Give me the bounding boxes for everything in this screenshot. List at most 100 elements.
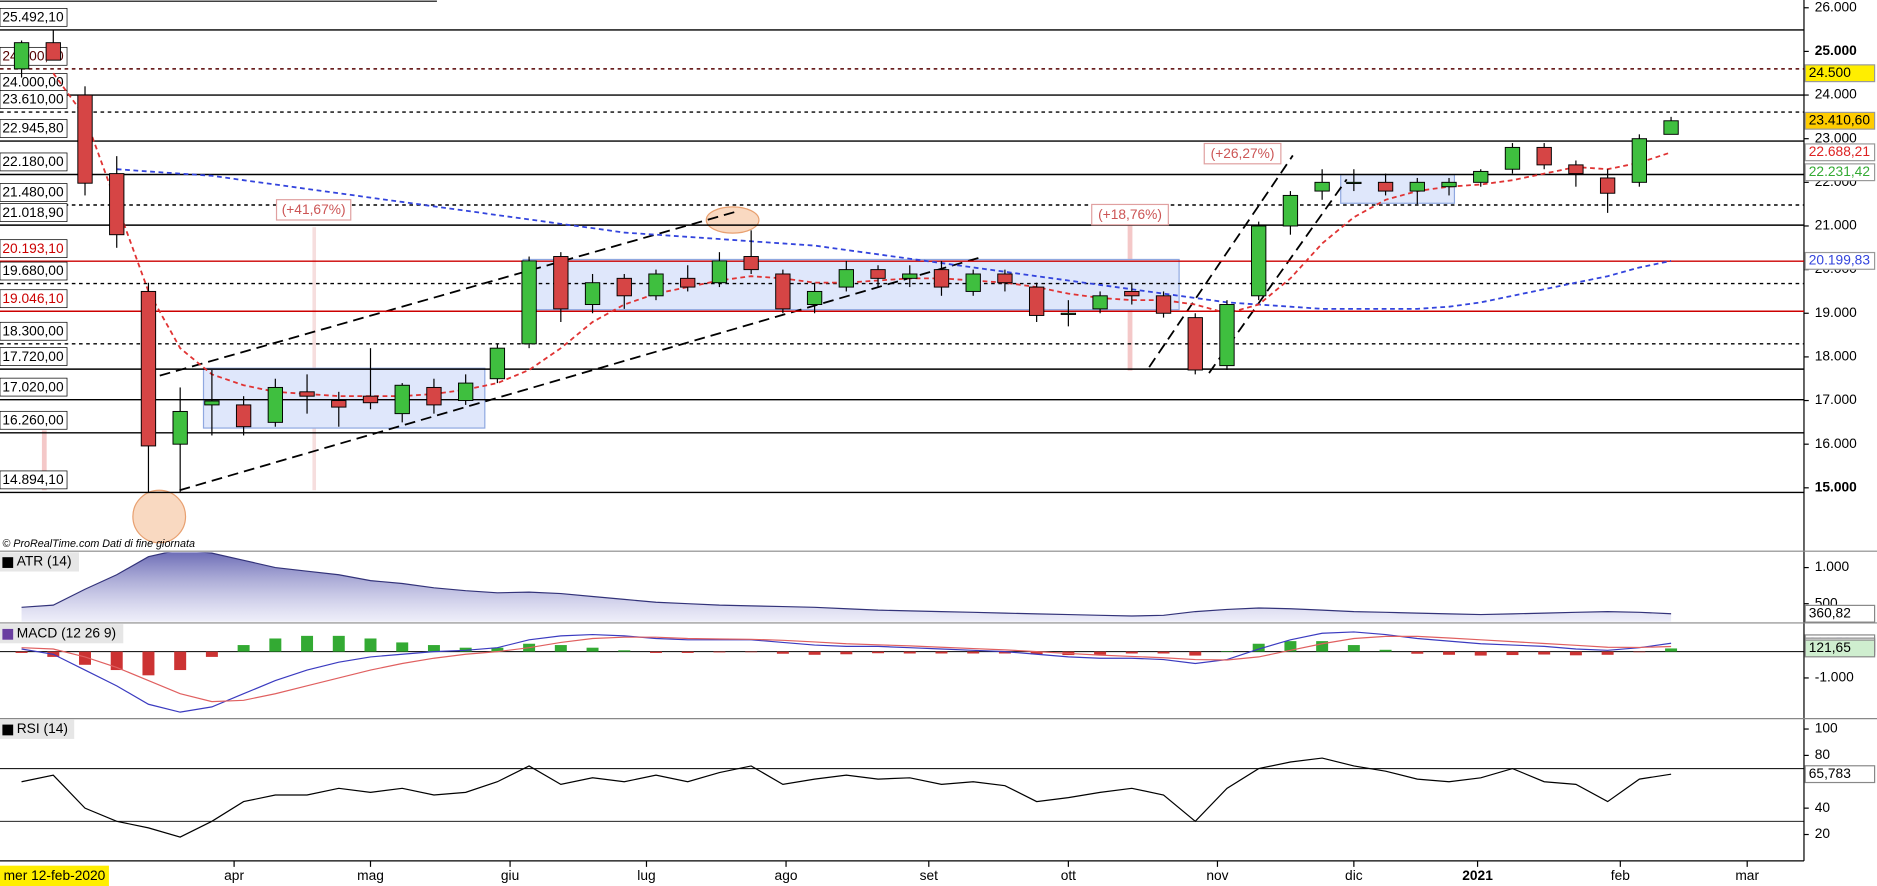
candle-body xyxy=(109,173,125,236)
candle-body xyxy=(933,269,950,288)
y-tick-label: 15.000 xyxy=(1815,479,1857,494)
level-label: 21.480,00 xyxy=(2,185,64,200)
panel-title-box xyxy=(0,624,124,644)
candle-body xyxy=(1028,286,1045,316)
price-tag xyxy=(1804,111,1876,130)
highlight-band xyxy=(312,227,317,491)
histogram-bar xyxy=(459,647,472,652)
level-label: 14.894,10 xyxy=(2,472,64,487)
price-tag-label: 22.688,21 xyxy=(1809,144,1870,159)
histogram-bar xyxy=(205,651,218,657)
candle-body xyxy=(1219,304,1235,367)
histogram-bar xyxy=(903,651,916,654)
y-tick-label: 24.000 xyxy=(1815,87,1857,102)
histogram-bar xyxy=(269,638,282,652)
clip-group xyxy=(116,168,1672,310)
panel-title: RSI (14) xyxy=(17,721,68,736)
value-tag xyxy=(1804,639,1876,658)
y-tick-label: 23.000 xyxy=(1815,130,1857,145)
histogram-bar xyxy=(554,645,567,652)
histogram-bar xyxy=(1474,651,1487,656)
y-tick-label: 25.000 xyxy=(1815,43,1857,58)
panel-title: MACD (12 26 9) xyxy=(17,625,116,640)
y-tick-label: 1.000 xyxy=(1815,559,1850,574)
candle-body xyxy=(1663,120,1679,135)
candle-body xyxy=(1599,177,1616,194)
histogram-bar xyxy=(1379,649,1392,652)
trend-line xyxy=(179,256,982,492)
y-tick-label: 19.000 xyxy=(1815,305,1857,320)
y-tick-label: 21.000 xyxy=(1815,218,1857,233)
level-label-box xyxy=(0,347,68,366)
histogram-bar xyxy=(1665,648,1678,652)
candle-body xyxy=(553,256,569,310)
cursor-label: mer 12-feb-2020 xyxy=(4,868,106,883)
x-tick-label: nov xyxy=(1206,868,1228,883)
histogram-bar xyxy=(332,635,345,652)
histogram-bar xyxy=(110,651,123,671)
histogram-bar xyxy=(1030,651,1043,655)
clip-group xyxy=(21,635,1672,703)
candle-body xyxy=(1092,295,1108,310)
level-label: 25.492,10 xyxy=(2,10,64,25)
y-tick-label: 80 xyxy=(1815,747,1831,762)
candle-body xyxy=(1473,170,1489,183)
candle-body xyxy=(521,260,537,345)
histogram-bar xyxy=(1601,651,1614,655)
candle-body xyxy=(1124,290,1140,297)
candle-body xyxy=(1409,181,1425,192)
candle-body xyxy=(140,290,157,447)
level-label-box xyxy=(0,321,68,341)
price-tag-label: 22.231,42 xyxy=(1809,164,1870,179)
candle-body xyxy=(426,386,442,406)
level-label-box xyxy=(0,410,68,430)
histogram-bar xyxy=(872,651,885,654)
histogram-bar xyxy=(364,638,377,652)
histogram-bar xyxy=(967,651,980,654)
candle-body xyxy=(77,94,93,184)
panel-title-box xyxy=(0,719,75,739)
candle-body xyxy=(45,42,61,61)
histogram-bar xyxy=(15,651,28,653)
candle-body xyxy=(1155,295,1172,314)
candle-body xyxy=(1314,181,1330,192)
panel-title-box xyxy=(0,552,80,572)
x-tick-label: mar xyxy=(1735,868,1759,883)
level-label-box xyxy=(0,183,68,202)
candle-body xyxy=(362,395,379,404)
candle-body xyxy=(1441,181,1457,188)
histogram-bar xyxy=(1411,651,1424,654)
histogram-bar xyxy=(650,651,662,653)
x-tick-label: set xyxy=(920,868,939,883)
candle-body xyxy=(13,42,30,70)
y-tick-label: 17.000 xyxy=(1815,392,1857,407)
x-tick-label: giu xyxy=(501,868,519,883)
y-tick-label: 40 xyxy=(1815,800,1831,815)
histogram-bar xyxy=(427,645,440,652)
candle-body xyxy=(1060,312,1077,315)
price-tag-label: 24.500 xyxy=(1809,65,1851,80)
price-tag xyxy=(1804,64,1876,83)
annotation-box xyxy=(275,199,352,221)
highlight-circle xyxy=(132,489,187,544)
candle-body xyxy=(1251,225,1267,297)
candle-body xyxy=(680,277,696,288)
price-tag-label: 20.199,83 xyxy=(1809,253,1871,268)
level-label: 16.260,00 xyxy=(2,413,64,428)
level-label-box xyxy=(0,261,68,281)
source-note: © ProRealTime.com Dati di fine giornata xyxy=(2,538,195,550)
histogram-bar xyxy=(840,651,853,655)
level-label: 24.000,00 xyxy=(2,75,64,90)
histogram-bar xyxy=(491,647,504,652)
candle-body xyxy=(1631,138,1648,183)
y-tick-label: 16.000 xyxy=(1815,436,1857,451)
panel-icon xyxy=(2,724,14,736)
histogram-bar xyxy=(808,651,821,655)
histogram-bar xyxy=(1569,651,1582,656)
level-label: 17.720,00 xyxy=(2,349,64,364)
annotation-box xyxy=(1091,203,1169,226)
x-tick-label: feb xyxy=(1611,868,1630,883)
candle-body xyxy=(1187,317,1203,371)
candle-body xyxy=(648,273,664,297)
